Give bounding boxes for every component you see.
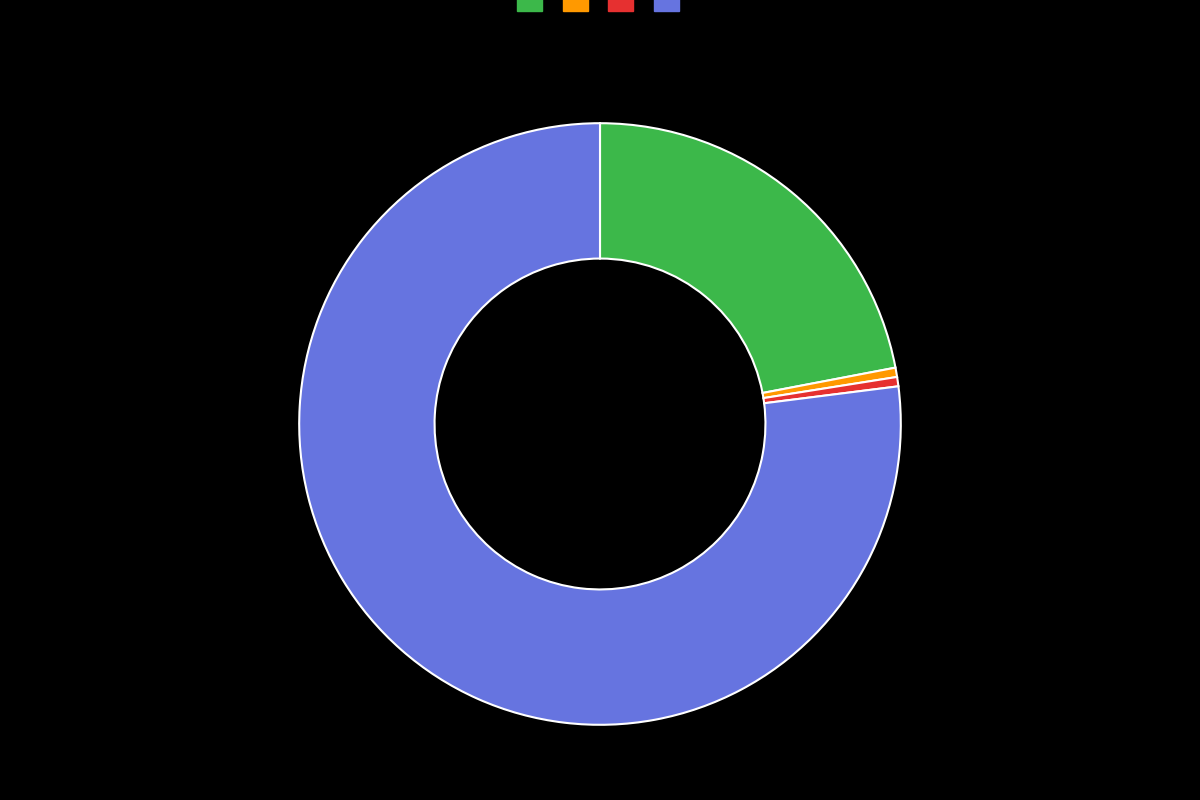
Wedge shape [299,123,901,725]
Wedge shape [762,368,898,398]
Wedge shape [600,123,895,393]
Legend: , , , : , , , [512,0,688,17]
Wedge shape [763,377,899,403]
